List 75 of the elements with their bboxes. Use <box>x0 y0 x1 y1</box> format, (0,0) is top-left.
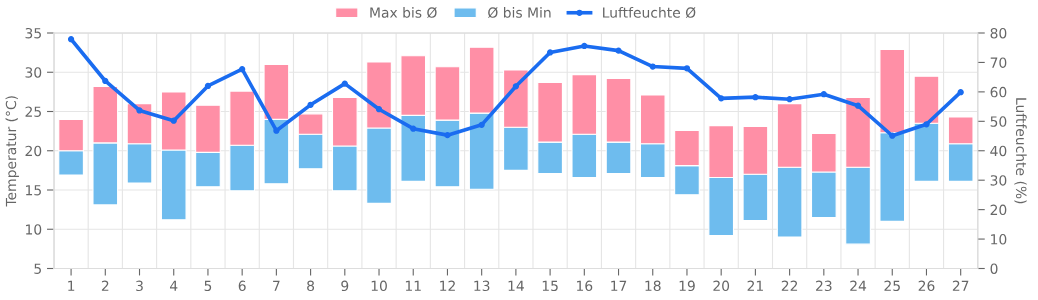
point <box>170 117 177 124</box>
y2-axis-title: Luftfeuchte (%) <box>1014 98 1027 204</box>
y-tick-label: 15 <box>26 185 41 196</box>
point <box>273 127 280 134</box>
point <box>307 101 314 108</box>
legend-label: Luftfeuchte Ø <box>603 7 696 19</box>
y2-tick-label: 30 <box>990 175 1007 186</box>
x-tick-label: 11 <box>405 280 421 291</box>
x-tick-label: 7 <box>273 280 280 291</box>
y2-tick-label: 10 <box>991 234 1007 245</box>
y-tick-label: 30 <box>25 67 42 78</box>
x-tick-label: 10 <box>371 280 387 292</box>
x-tick-label: 17 <box>611 280 627 291</box>
point <box>444 132 451 139</box>
point <box>581 42 588 50</box>
point <box>854 102 862 109</box>
x-tick-label: 15 <box>542 280 558 292</box>
y2-tick-label: 20 <box>990 204 1007 216</box>
point <box>683 65 691 72</box>
y2-tick-label: 40 <box>990 145 1007 157</box>
point <box>957 89 964 96</box>
point <box>239 66 246 73</box>
point <box>889 132 896 139</box>
y-tick-label: 5 <box>34 263 41 274</box>
point <box>752 94 759 101</box>
x-tick-label: 12 <box>440 280 455 291</box>
x-tick-label: 16 <box>577 280 593 292</box>
x-tick-label: 21 <box>747 280 763 291</box>
x-tick-label: 23 <box>816 280 832 292</box>
x-tick-label: 1 <box>68 280 75 291</box>
x-tick-label: 4 <box>169 280 178 291</box>
point <box>478 121 485 128</box>
point <box>410 125 417 132</box>
point <box>923 121 930 128</box>
y-tick-label: 25 <box>25 106 41 117</box>
x-tick-label: 18 <box>645 280 661 292</box>
y-tick-label: 10 <box>26 224 42 235</box>
x-tick-label: 27 <box>952 280 969 291</box>
legend-label: Max bis Ø <box>370 7 437 19</box>
point <box>341 80 348 87</box>
x-tick-label: 19 <box>679 280 695 292</box>
point <box>615 47 622 54</box>
point <box>820 91 827 98</box>
point <box>204 82 212 90</box>
x-tick-label: 2 <box>101 280 109 291</box>
y2-tick-label: 80 <box>990 27 1007 39</box>
y2-tick-label: 70 <box>990 57 1007 68</box>
x-tick-label: 24 <box>850 280 867 291</box>
point <box>786 96 793 103</box>
point <box>546 49 554 56</box>
x-tick-label: 13 <box>474 280 490 292</box>
x-tick-label: 9 <box>341 280 349 292</box>
x-tick-label: 8 <box>307 280 315 292</box>
y-tick-label: 35 <box>25 27 41 39</box>
y-tick-label: 20 <box>25 145 42 157</box>
point <box>512 83 520 90</box>
point <box>102 77 109 85</box>
x-tick-label: 14 <box>508 280 524 291</box>
y2-tick-label: 0 <box>990 263 998 274</box>
point <box>375 106 383 113</box>
x-tick-label: 26 <box>918 280 935 292</box>
legend-label: Ø bis Min <box>488 7 551 19</box>
y2-tick-label: 60 <box>990 86 1007 98</box>
x-tick-label: 6 <box>238 280 246 292</box>
x-tick-label: 3 <box>136 280 143 292</box>
y-axis-title: Temperatur (°C) <box>5 96 19 207</box>
point <box>67 36 75 43</box>
point <box>718 95 725 102</box>
x-tick-label: 25 <box>884 280 900 292</box>
point <box>136 107 143 114</box>
y2-tick-label: 50 <box>990 116 1007 127</box>
x-tick-label: 5 <box>204 280 212 292</box>
x-tick-label: 22 <box>781 280 798 291</box>
x-tick-label: 20 <box>713 280 730 292</box>
point <box>649 63 656 70</box>
